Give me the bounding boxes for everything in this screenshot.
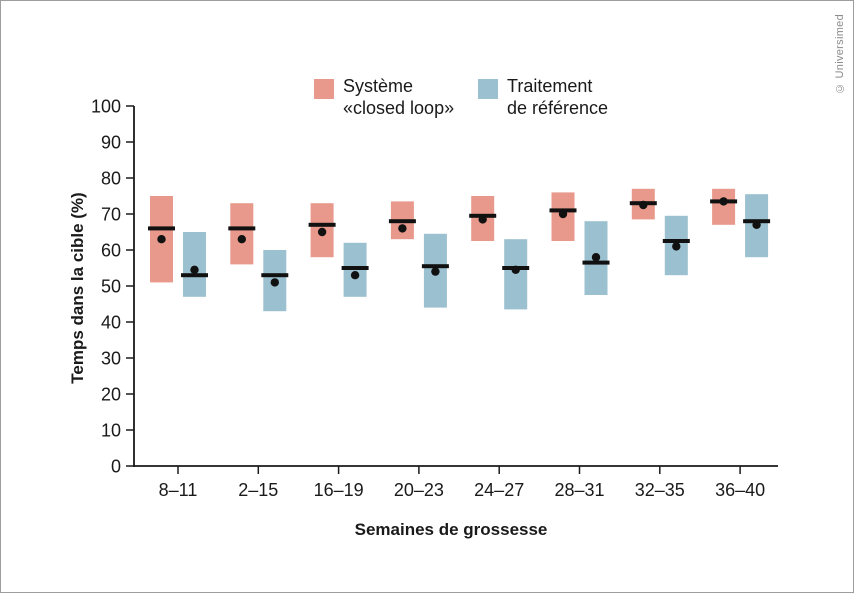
legend-label-line1: Traitement (507, 76, 593, 96)
range-box (504, 239, 528, 310)
mean-dot (431, 267, 440, 276)
mean-dot (719, 197, 728, 206)
x-tick-label: 24–27 (474, 480, 524, 500)
legend-label-reference: Traitement de référence (507, 75, 608, 119)
mean-dot (350, 271, 360, 280)
legend-label-line2: de référence (507, 98, 609, 118)
x-tick-label: 20–23 (394, 480, 444, 500)
y-tick-label: 70 (101, 205, 121, 225)
range-box (183, 232, 206, 297)
x-tick-label: 32–35 (635, 480, 685, 500)
range-box (230, 203, 254, 265)
median-line (308, 222, 336, 227)
mean-dot (237, 235, 246, 244)
y-tick-label: 60 (101, 241, 121, 261)
x-tick-label: 28–31 (554, 480, 604, 500)
reference-swatch-icon (478, 79, 498, 99)
legend-label-line2: «closed loop» (343, 98, 455, 118)
mean-dot (478, 215, 487, 224)
mean-dot (398, 224, 407, 233)
median-line (662, 239, 690, 243)
legend-item-reference: Traitement de référence (478, 76, 608, 119)
range-box (712, 188, 736, 225)
x-tick-label: 36–40 (715, 480, 765, 500)
mean-dot (157, 235, 166, 244)
y-tick-label: 40 (101, 313, 121, 333)
x-axis-title: Semaines de grossesse (354, 520, 548, 539)
y-tick-label: 80 (101, 169, 121, 189)
x-tick-label: 2–15 (238, 480, 278, 500)
mean-dot (317, 227, 327, 237)
y-tick-label: 20 (101, 385, 121, 405)
median-line (341, 266, 369, 270)
mean-dot (591, 253, 601, 262)
median-line (181, 273, 208, 278)
legend-label-closed-loop: Système «closed loop» (343, 75, 454, 119)
y-tick-label: 100 (91, 97, 121, 117)
y-tick-label: 50 (101, 277, 121, 297)
y-tick-label: 10 (101, 421, 121, 441)
x-tick-label: 16–19 (314, 480, 364, 500)
y-tick-label: 90 (101, 133, 121, 153)
mean-dot (672, 242, 681, 251)
legend-label-line1: Système (343, 76, 414, 96)
mean-dot (752, 220, 761, 229)
mean-dot (190, 265, 199, 274)
median-line (582, 260, 610, 265)
y-tick-label: 0 (111, 457, 121, 477)
mean-dot (558, 209, 568, 219)
y-tick-label: 30 (101, 349, 121, 369)
median-line (228, 226, 256, 231)
mean-dot (511, 265, 520, 274)
median-line (148, 226, 175, 231)
closed-loop-swatch-icon (314, 79, 334, 99)
median-line (261, 273, 289, 278)
median-line (421, 264, 449, 269)
mean-dot (270, 278, 279, 287)
mean-dot (639, 200, 648, 210)
x-tick-label: 8–11 (159, 480, 198, 500)
legend-item-closed-loop: Système «closed loop» (314, 76, 454, 119)
median-line (388, 219, 416, 224)
